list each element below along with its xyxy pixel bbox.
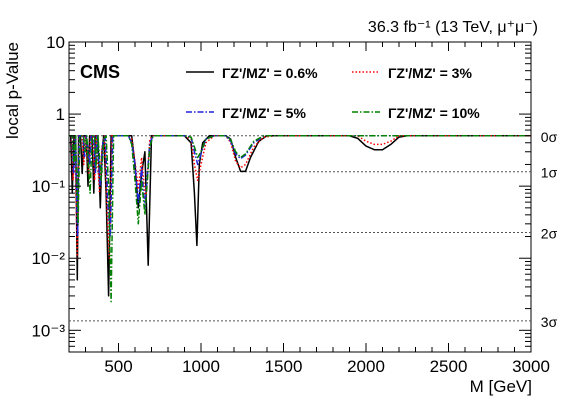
y-axis-label: local p-Value: [3, 42, 22, 139]
x-tick-label: 1500: [265, 357, 303, 376]
x-tick-label: 1000: [182, 357, 220, 376]
legend: ΓZ'/MZ' = 0.6% ΓZ'/MZ' = 3% ΓZ'/MZ' = 5% ΓZ…: [186, 65, 480, 121]
legend-label: ΓZ'/MZ' = 10%: [388, 105, 480, 121]
legend-label: ΓZ'/MZ' = 5%: [222, 105, 306, 121]
x-tick-label: 2000: [347, 357, 385, 376]
sigma-lines: 0σ 1σ 2σ 3σ: [69, 129, 558, 330]
y-tick-label: 10: [46, 33, 65, 52]
legend-label: ΓZ'/MZ' = 3%: [388, 65, 472, 81]
y-tick-label: 1: [56, 105, 65, 124]
x-axis-label: M [GeV]: [470, 377, 532, 396]
legend-label: ΓZ'/MZ' = 0.6%: [222, 65, 318, 81]
series-line-4: [69, 135, 531, 303]
y-tick-label: 10⁻²: [31, 249, 65, 268]
x-tick-label: 2500: [430, 357, 468, 376]
cms-label: CMS: [80, 62, 120, 82]
sigma-label: 2σ: [541, 225, 558, 241]
energy-luminosity-label: 36.3 fb⁻¹ (13 TeV, μ⁺μ⁻): [368, 19, 538, 36]
axis-ticks: 500 1000 1500 2000 2500 3000 10⁻³ 10⁻² 10⁻¹ 1 10: [31, 33, 549, 376]
series-lines: [69, 135, 531, 303]
y-tick-label: 10⁻¹: [31, 177, 65, 196]
x-tick-label: 500: [104, 357, 132, 376]
sigma-label: 3σ: [541, 314, 558, 330]
sigma-label: 1σ: [541, 165, 558, 181]
sigma-label: 0σ: [541, 129, 558, 145]
y-tick-label: 10⁻³: [31, 321, 65, 340]
x-tick-label: 3000: [512, 357, 550, 376]
